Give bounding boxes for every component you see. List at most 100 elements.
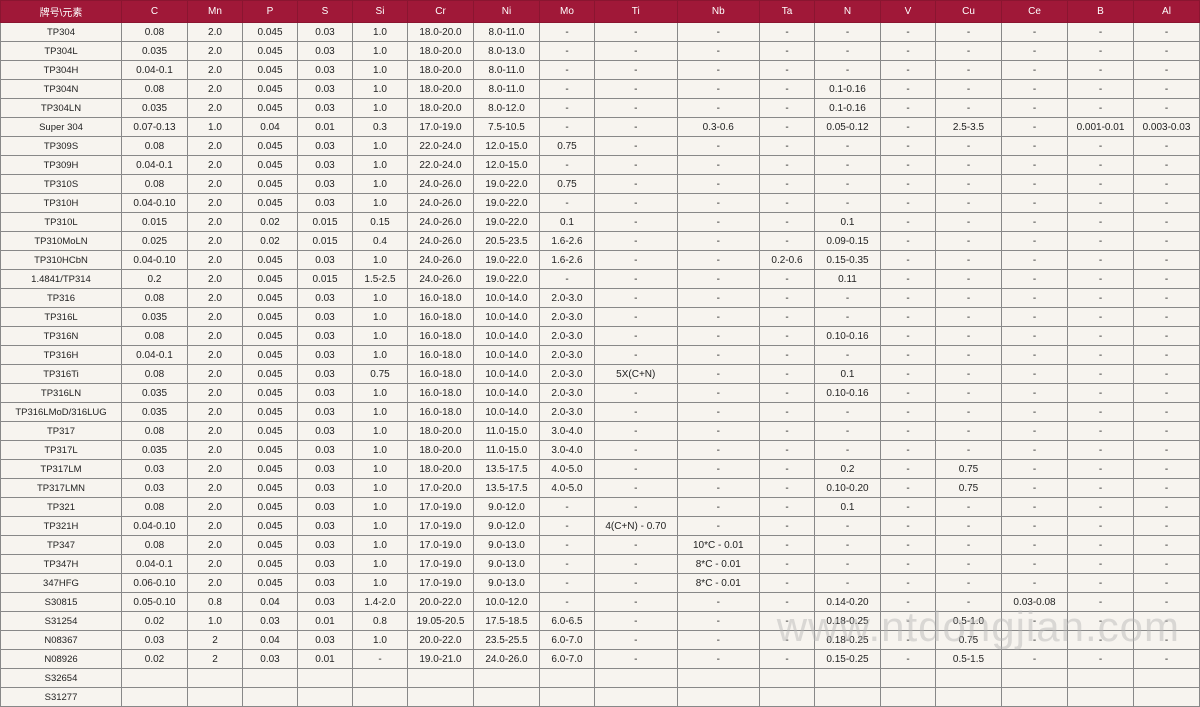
col-header-5: Si [353,1,408,23]
value-cell: - [595,42,678,61]
value-cell: 0.045 [243,365,298,384]
value-cell: 0.1-0.16 [815,99,881,118]
value-cell: 24.0-26.0 [408,270,474,289]
value-cell: 19.0-22.0 [474,251,540,270]
value-cell: 0.08 [122,365,188,384]
value-cell: - [677,213,760,232]
value-cell: - [936,270,1002,289]
value-cell: - [815,194,881,213]
value-cell: 0.01 [298,118,353,137]
value-cell: 2.0 [188,441,243,460]
value-cell: - [760,403,815,422]
value-cell: - [881,251,936,270]
value-cell: 2.0-3.0 [540,308,595,327]
value-cell: - [1134,194,1200,213]
value-cell: - [1134,99,1200,118]
value-cell: 13.5-17.5 [474,479,540,498]
value-cell: 0.3 [353,118,408,137]
value-cell: - [1002,175,1068,194]
value-cell: 0.015 [298,232,353,251]
value-cell: - [1068,327,1134,346]
value-cell: 0.045 [243,422,298,441]
value-cell: 2.0-3.0 [540,327,595,346]
col-header-9: Ti [595,1,678,23]
value-cell: 2.0-3.0 [540,384,595,403]
value-cell: 0.04-0.1 [122,346,188,365]
value-cell: 0.015 [298,270,353,289]
grade-cell: TP347H [1,555,122,574]
value-cell: 16.0-18.0 [408,346,474,365]
value-cell: 0.03 [298,517,353,536]
value-cell: 2.0 [188,99,243,118]
value-cell [353,669,408,688]
value-cell: 17.0-20.0 [408,479,474,498]
value-cell: - [760,308,815,327]
value-cell: - [540,517,595,536]
value-cell: 10*C - 0.01 [677,536,760,555]
value-cell: 3.0-4.0 [540,422,595,441]
value-cell: - [881,308,936,327]
grade-cell: TP317 [1,422,122,441]
col-header-0: 牌号\元素 [1,1,122,23]
value-cell [936,688,1002,707]
value-cell: 17.0-19.0 [408,574,474,593]
value-cell: - [881,650,936,669]
value-cell: 1.0 [353,23,408,42]
table-row: TP309H0.04-0.12.00.0450.031.022.0-24.012… [1,156,1200,175]
value-cell: - [1002,118,1068,137]
value-cell: 2.0 [188,536,243,555]
value-cell: 16.0-18.0 [408,289,474,308]
value-cell: - [1002,213,1068,232]
value-cell: - [1002,42,1068,61]
value-cell: 1.0 [353,194,408,213]
value-cell: 0.035 [122,42,188,61]
value-cell: 0.02 [243,213,298,232]
value-cell: 11.0-15.0 [474,422,540,441]
value-cell: 2.0 [188,232,243,251]
value-cell: 0.1 [815,365,881,384]
value-cell: 0.035 [122,441,188,460]
value-cell: - [815,574,881,593]
value-cell: 0.5-1.0 [936,612,1002,631]
value-cell: 0.045 [243,61,298,80]
value-cell: 2 [188,650,243,669]
value-cell: 17.0-19.0 [408,536,474,555]
value-cell: 0.03 [298,61,353,80]
value-cell: - [760,384,815,403]
table-body: TP3040.082.00.0450.031.018.0-20.08.0-11.… [1,23,1200,707]
value-cell: 1.0 [353,175,408,194]
value-cell: 0.03 [298,42,353,61]
value-cell: 0.03 [298,593,353,612]
value-cell: - [1068,441,1134,460]
value-cell: 3.0-4.0 [540,441,595,460]
value-cell: - [881,289,936,308]
value-cell [540,688,595,707]
value-cell: 2.0-3.0 [540,346,595,365]
value-cell: 2.0 [188,555,243,574]
value-cell: 2.0-3.0 [540,365,595,384]
value-cell: - [760,137,815,156]
grade-cell: TP304LN [1,99,122,118]
value-cell: - [1134,289,1200,308]
table-row: TP304N0.082.00.0450.031.018.0-20.08.0-11… [1,80,1200,99]
value-cell: 0.04-0.1 [122,61,188,80]
value-cell: 2.0 [188,23,243,42]
value-cell: - [677,194,760,213]
value-cell: 0.05-0.10 [122,593,188,612]
grade-cell: TP316LMoD/316LUG [1,403,122,422]
value-cell [1068,688,1134,707]
value-cell: - [677,631,760,650]
value-cell: - [1002,479,1068,498]
value-cell: 1.0 [188,118,243,137]
grade-cell: S31254 [1,612,122,631]
value-cell: - [677,593,760,612]
value-cell: 4.0-5.0 [540,460,595,479]
value-cell [815,688,881,707]
value-cell: - [595,61,678,80]
value-cell: - [815,517,881,536]
value-cell: - [1068,631,1134,650]
value-cell: 1.0 [353,422,408,441]
table-row: TP304H0.04-0.12.00.0450.031.018.0-20.08.… [1,61,1200,80]
value-cell: 0.03 [298,80,353,99]
table-row: TP321H0.04-0.102.00.0450.031.017.0-19.09… [1,517,1200,536]
